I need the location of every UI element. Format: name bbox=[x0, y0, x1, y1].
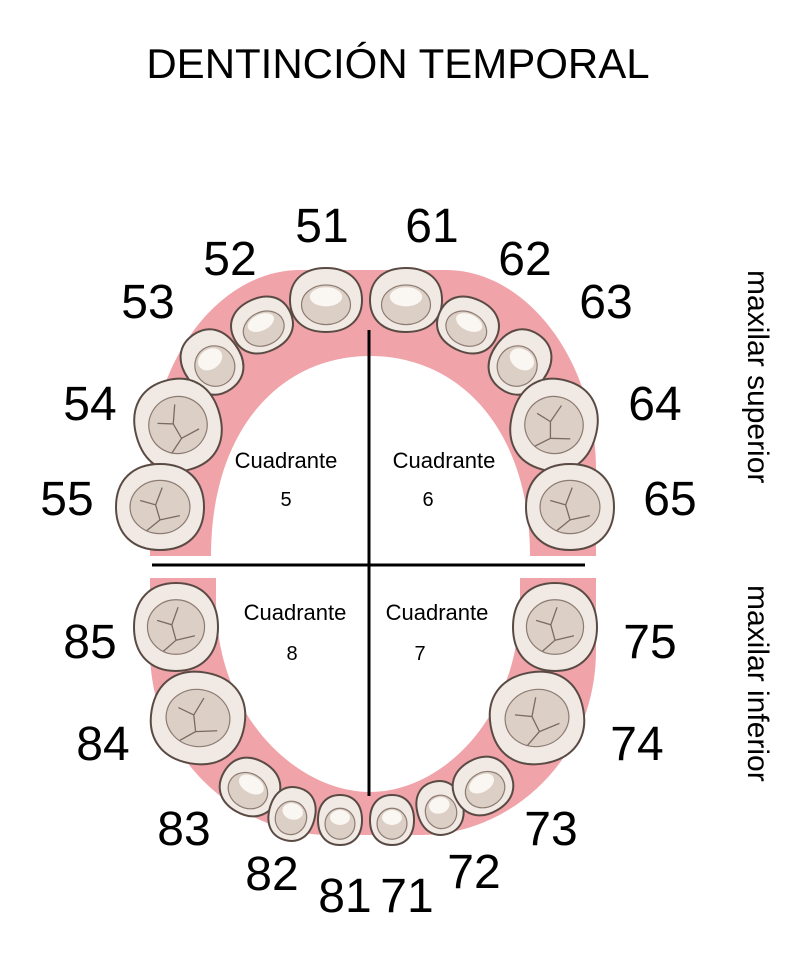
quadrant-number: 8 bbox=[286, 643, 297, 665]
tooth-number-55: 55 bbox=[40, 473, 93, 526]
tooth-55 bbox=[114, 462, 206, 552]
tooth-highlight bbox=[469, 773, 495, 794]
tooth-fissure bbox=[535, 606, 575, 652]
tooth-highlight bbox=[382, 810, 402, 825]
tooth-number-61: 61 bbox=[405, 200, 458, 253]
tooth-73 bbox=[451, 755, 515, 817]
tooth-number-54: 54 bbox=[63, 378, 116, 431]
tooth-surface bbox=[165, 688, 231, 748]
tooth-71 bbox=[368, 793, 416, 847]
tooth-number-51: 51 bbox=[295, 200, 348, 253]
page-title: DENTINCIÓN TEMPORAL bbox=[146, 40, 649, 87]
tooth-fissure bbox=[550, 487, 590, 532]
upper-jaw-label: maxilar superior bbox=[741, 270, 774, 483]
lower-jaw-label: maxilar inferior bbox=[741, 585, 774, 782]
tooth-number-64: 64 bbox=[628, 378, 681, 431]
tooth-75 bbox=[511, 581, 599, 673]
tooth-72 bbox=[415, 780, 465, 836]
tooth-61 bbox=[368, 266, 444, 334]
tooth-highlight bbox=[247, 313, 274, 332]
tooth-surface bbox=[129, 479, 191, 535]
tooth-surface bbox=[525, 599, 585, 655]
tooth-number-52: 52 bbox=[203, 233, 256, 286]
tooth-surface bbox=[146, 599, 206, 655]
tooth-highlight bbox=[389, 287, 423, 307]
tooth-53 bbox=[179, 328, 245, 396]
quadrant-label: Cuadrante bbox=[386, 600, 489, 625]
tooth-number-85: 85 bbox=[63, 616, 116, 669]
tooth-highlight bbox=[198, 348, 223, 371]
tooth-81 bbox=[316, 793, 364, 847]
teeth bbox=[114, 266, 616, 847]
quadrant-5: Cuadrante 5 bbox=[235, 448, 338, 511]
quadrant-number: 6 bbox=[422, 489, 433, 511]
tooth-62 bbox=[436, 295, 500, 355]
tooth-number-53: 53 bbox=[121, 276, 174, 329]
quadrant-6: Cuadrante 6 bbox=[393, 448, 496, 511]
quadrant-7: Cuadrante 7 bbox=[386, 600, 489, 665]
quadrant-label: Cuadrante bbox=[235, 448, 338, 473]
tooth-highlight bbox=[309, 287, 343, 307]
quadrant-label: Cuadrante bbox=[244, 600, 347, 625]
tooth-numbers: 51 52 53 54 55 61 62 63 64 65 81 82 83 8… bbox=[40, 200, 696, 923]
tooth-highlight bbox=[456, 313, 483, 332]
tooth-surface bbox=[504, 688, 570, 748]
tooth-surface bbox=[148, 395, 208, 455]
tooth-number-71: 71 bbox=[380, 870, 433, 923]
tooth-highlight bbox=[330, 810, 350, 825]
tooth-number-62: 62 bbox=[498, 233, 551, 286]
tooth-highlight bbox=[238, 774, 264, 795]
quadrant-8: Cuadrante 8 bbox=[244, 600, 347, 665]
tooth-82 bbox=[267, 786, 317, 842]
tooth-83 bbox=[218, 756, 282, 818]
tooth-52 bbox=[230, 295, 294, 355]
tooth-number-63: 63 bbox=[579, 276, 632, 329]
tooth-fissure bbox=[156, 606, 196, 652]
tooth-number-74: 74 bbox=[610, 718, 663, 771]
tooth-54 bbox=[133, 377, 223, 473]
tooth-number-72: 72 bbox=[447, 846, 500, 899]
quadrant-number: 7 bbox=[414, 643, 425, 665]
tooth-number-84: 84 bbox=[76, 718, 129, 771]
tooth-surface bbox=[539, 479, 601, 535]
tooth-number-73: 73 bbox=[524, 803, 577, 856]
tooth-fissure bbox=[514, 697, 560, 746]
tooth-85 bbox=[132, 581, 220, 673]
tooth-number-81: 81 bbox=[318, 870, 371, 923]
tooth-74 bbox=[488, 670, 586, 766]
quadrant-label: Cuadrante bbox=[393, 448, 496, 473]
tooth-number-83: 83 bbox=[157, 803, 210, 856]
tooth-65 bbox=[524, 462, 616, 552]
tooth-number-75: 75 bbox=[623, 616, 676, 669]
tooth-51 bbox=[288, 266, 364, 334]
tooth-highlight bbox=[509, 348, 534, 371]
tooth-84 bbox=[149, 670, 247, 766]
tooth-fissure bbox=[534, 405, 571, 447]
tooth-fissure bbox=[157, 404, 200, 454]
tooth-number-65: 65 bbox=[643, 473, 696, 526]
tooth-highlight bbox=[282, 803, 303, 820]
tooth-highlight bbox=[429, 797, 450, 814]
tooth-64 bbox=[509, 377, 599, 473]
tooth-fissure bbox=[178, 697, 218, 742]
tooth-fissure bbox=[140, 487, 180, 532]
quadrant-number: 5 bbox=[280, 489, 291, 511]
tooth-number-82: 82 bbox=[245, 848, 298, 901]
